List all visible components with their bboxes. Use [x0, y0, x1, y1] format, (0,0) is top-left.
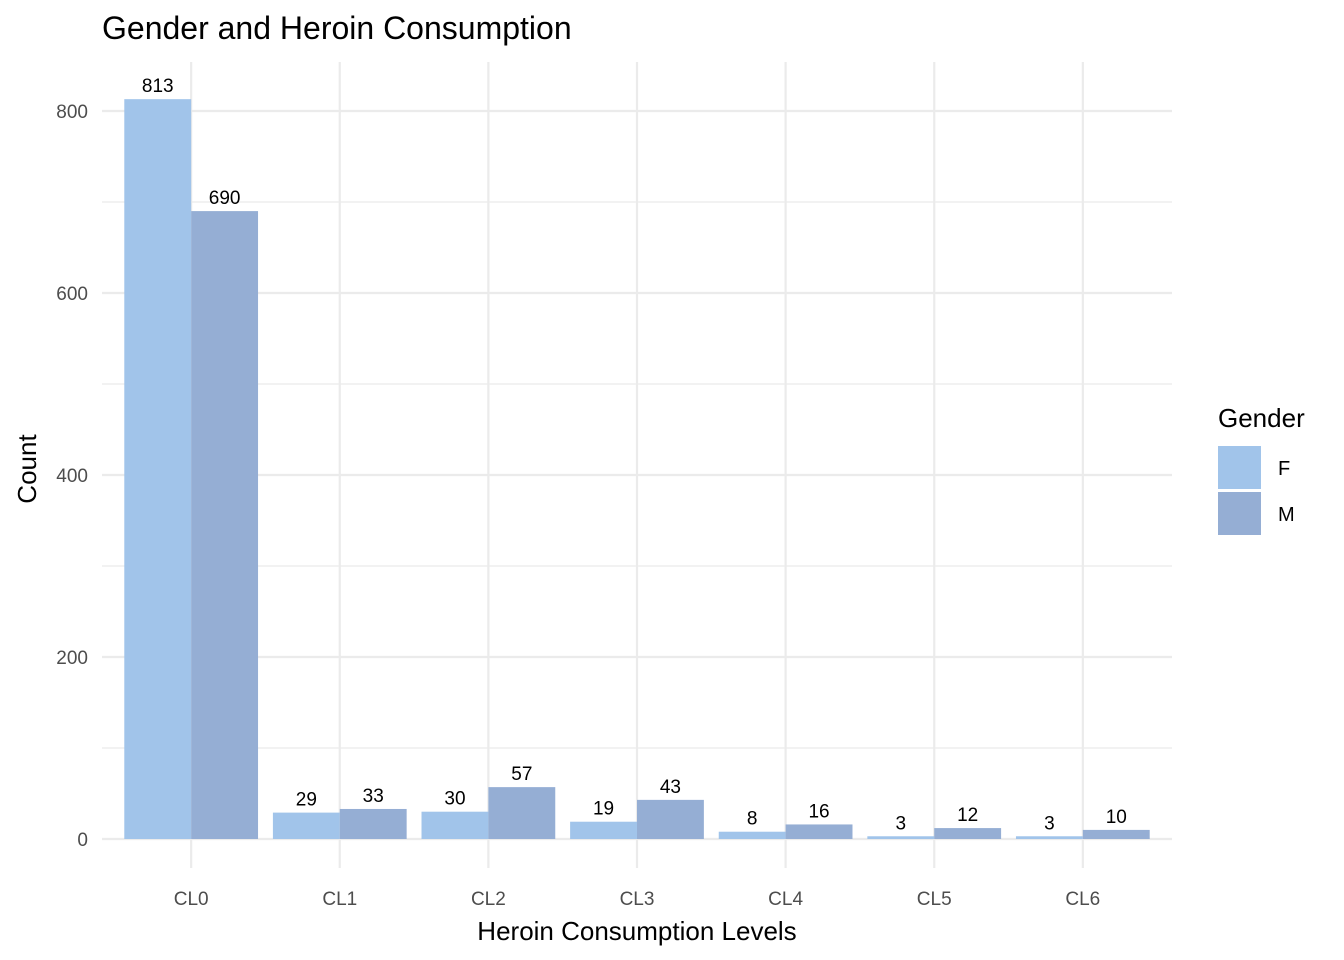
- bar-F-CL3: [570, 821, 637, 839]
- x-axis-ticks: CL0 CL1 CL2 CL3 CL4 CL5 CL6: [174, 889, 1101, 910]
- x-tick-label: CL5: [917, 889, 952, 910]
- bar-F-CL2: [421, 811, 489, 839]
- data-label-M-CL0: 690: [209, 188, 241, 209]
- y-tick-label: 800: [56, 102, 88, 123]
- legend-label-F: F: [1278, 458, 1290, 480]
- grid: [102, 62, 1172, 868]
- y-tick-label: 200: [56, 648, 88, 669]
- x-tick-label: CL6: [1065, 889, 1100, 910]
- bar-M-CL6: [1082, 829, 1150, 839]
- bar-M-CL0: [191, 211, 259, 840]
- bar-F-CL5: [867, 836, 935, 839]
- data-label-F-CL1: 29: [296, 790, 317, 811]
- bar-F-CL1: [272, 812, 340, 839]
- data-label-M-CL4: 16: [808, 801, 829, 822]
- bar-M-CL5: [934, 828, 1002, 839]
- x-tick-label: CL2: [471, 889, 506, 910]
- x-tick-label: CL1: [322, 889, 357, 910]
- legend: Gender F M: [1218, 403, 1305, 535]
- bar-F-CL6: [1015, 836, 1083, 839]
- legend-key-F: [1218, 446, 1261, 489]
- bar-F-CL0: [124, 99, 192, 840]
- data-label-F-CL6: 3: [1044, 813, 1055, 834]
- y-tick-label: 400: [56, 466, 88, 487]
- bars: [124, 99, 1150, 840]
- data-label-M-CL6: 10: [1106, 807, 1127, 828]
- y-tick-label: 0: [77, 830, 88, 851]
- chart-title: Gender and Heroin Consumption: [102, 10, 572, 46]
- x-tick-label: CL3: [620, 889, 655, 910]
- data-label-F-CL2: 30: [444, 789, 465, 810]
- data-label-F-CL0: 813: [142, 76, 174, 97]
- bar-M-CL4: [785, 824, 853, 839]
- data-label-F-CL3: 19: [593, 799, 614, 820]
- data-label-M-CL1: 33: [363, 786, 384, 807]
- y-tick-label: 600: [56, 284, 88, 305]
- y-axis-title: Count: [12, 434, 42, 504]
- data-label-F-CL4: 8: [747, 809, 758, 830]
- x-tick-label: CL0: [174, 889, 209, 910]
- x-tick-label: CL4: [768, 889, 803, 910]
- bar-F-CL4: [718, 831, 786, 839]
- legend-title: Gender: [1218, 403, 1305, 433]
- data-label-M-CL2: 57: [511, 764, 532, 785]
- bar-M-CL3: [637, 799, 704, 839]
- data-label-M-CL3: 43: [660, 777, 681, 798]
- bar-M-CL2: [488, 787, 556, 839]
- legend-key-M: [1218, 492, 1261, 535]
- data-label-F-CL5: 3: [895, 813, 906, 834]
- y-axis-ticks: 0 200 400 600 800: [56, 102, 88, 851]
- x-axis-title: Heroin Consumption Levels: [477, 916, 796, 946]
- legend-label-M: M: [1278, 504, 1295, 526]
- data-label-M-CL5: 12: [957, 805, 978, 826]
- bar-M-CL1: [339, 808, 407, 839]
